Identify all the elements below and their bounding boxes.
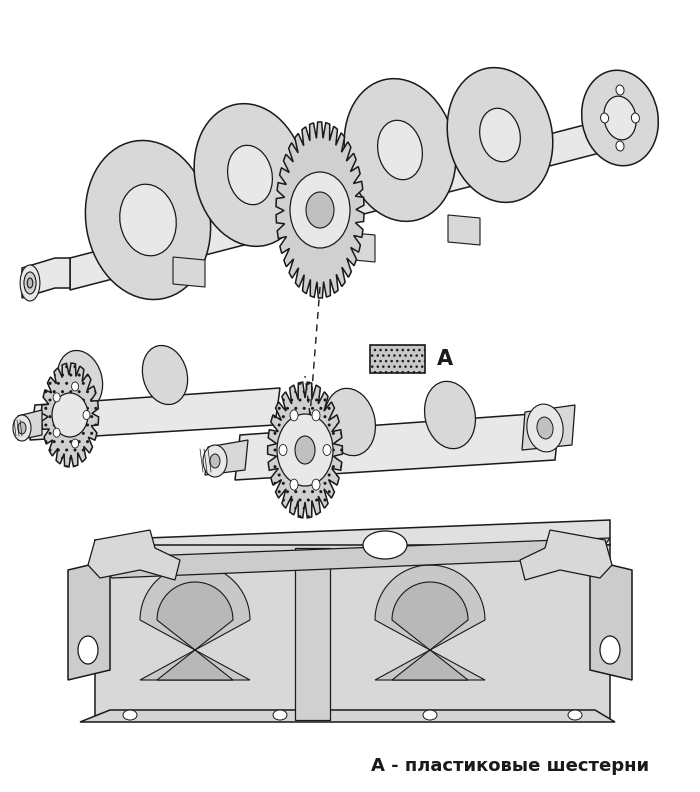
- Polygon shape: [448, 215, 480, 245]
- Polygon shape: [157, 582, 233, 680]
- Ellipse shape: [363, 531, 407, 559]
- Polygon shape: [276, 122, 364, 298]
- Polygon shape: [95, 520, 610, 565]
- Ellipse shape: [52, 393, 88, 437]
- Ellipse shape: [277, 414, 333, 486]
- Ellipse shape: [210, 454, 220, 468]
- Ellipse shape: [20, 265, 40, 301]
- Polygon shape: [205, 440, 248, 475]
- Ellipse shape: [27, 278, 33, 288]
- Ellipse shape: [120, 185, 176, 256]
- Polygon shape: [295, 548, 330, 720]
- Text: A - пластиковые шестерни: A - пластиковые шестерни: [371, 757, 649, 775]
- Bar: [370, 345, 425, 373]
- Polygon shape: [80, 710, 615, 722]
- Polygon shape: [68, 560, 110, 680]
- Ellipse shape: [290, 409, 298, 421]
- Ellipse shape: [447, 67, 553, 203]
- Polygon shape: [375, 565, 485, 680]
- Ellipse shape: [273, 710, 287, 720]
- Ellipse shape: [123, 710, 137, 720]
- Polygon shape: [95, 538, 610, 578]
- Ellipse shape: [142, 345, 188, 405]
- Polygon shape: [70, 108, 650, 290]
- Polygon shape: [41, 363, 99, 467]
- Ellipse shape: [279, 444, 287, 455]
- Polygon shape: [267, 382, 342, 518]
- Polygon shape: [173, 257, 205, 287]
- Ellipse shape: [325, 388, 375, 455]
- Polygon shape: [18, 410, 42, 440]
- Ellipse shape: [24, 272, 36, 294]
- Ellipse shape: [631, 113, 639, 123]
- Ellipse shape: [194, 104, 306, 246]
- Polygon shape: [235, 412, 560, 480]
- Polygon shape: [95, 545, 610, 720]
- Polygon shape: [30, 388, 280, 440]
- Ellipse shape: [424, 381, 475, 448]
- Ellipse shape: [53, 393, 60, 402]
- Text: A: A: [437, 349, 453, 369]
- Polygon shape: [520, 530, 612, 580]
- Ellipse shape: [568, 710, 582, 720]
- Ellipse shape: [13, 415, 31, 441]
- Ellipse shape: [537, 417, 553, 439]
- Ellipse shape: [78, 636, 98, 664]
- Polygon shape: [88, 530, 180, 580]
- Ellipse shape: [423, 710, 437, 720]
- Ellipse shape: [83, 410, 90, 420]
- Ellipse shape: [616, 141, 624, 151]
- Ellipse shape: [290, 479, 298, 490]
- Ellipse shape: [290, 172, 350, 248]
- Ellipse shape: [71, 439, 78, 448]
- Ellipse shape: [604, 96, 636, 140]
- Ellipse shape: [18, 422, 26, 434]
- Polygon shape: [522, 405, 575, 450]
- Polygon shape: [140, 565, 250, 680]
- Ellipse shape: [323, 444, 331, 455]
- Ellipse shape: [306, 192, 334, 228]
- Ellipse shape: [312, 479, 320, 490]
- Ellipse shape: [582, 70, 658, 166]
- Ellipse shape: [344, 78, 456, 221]
- Ellipse shape: [600, 636, 620, 664]
- Ellipse shape: [616, 85, 624, 95]
- Ellipse shape: [527, 404, 563, 452]
- Ellipse shape: [228, 145, 272, 204]
- Polygon shape: [392, 582, 468, 680]
- Polygon shape: [343, 232, 375, 262]
- Polygon shape: [590, 560, 632, 680]
- Ellipse shape: [85, 140, 211, 299]
- Ellipse shape: [480, 109, 520, 162]
- Ellipse shape: [312, 409, 320, 421]
- Ellipse shape: [295, 436, 315, 464]
- Ellipse shape: [601, 113, 608, 123]
- Ellipse shape: [71, 382, 78, 391]
- Ellipse shape: [203, 445, 227, 477]
- Polygon shape: [22, 258, 70, 298]
- Ellipse shape: [53, 428, 60, 437]
- Ellipse shape: [57, 351, 103, 409]
- Ellipse shape: [377, 120, 422, 180]
